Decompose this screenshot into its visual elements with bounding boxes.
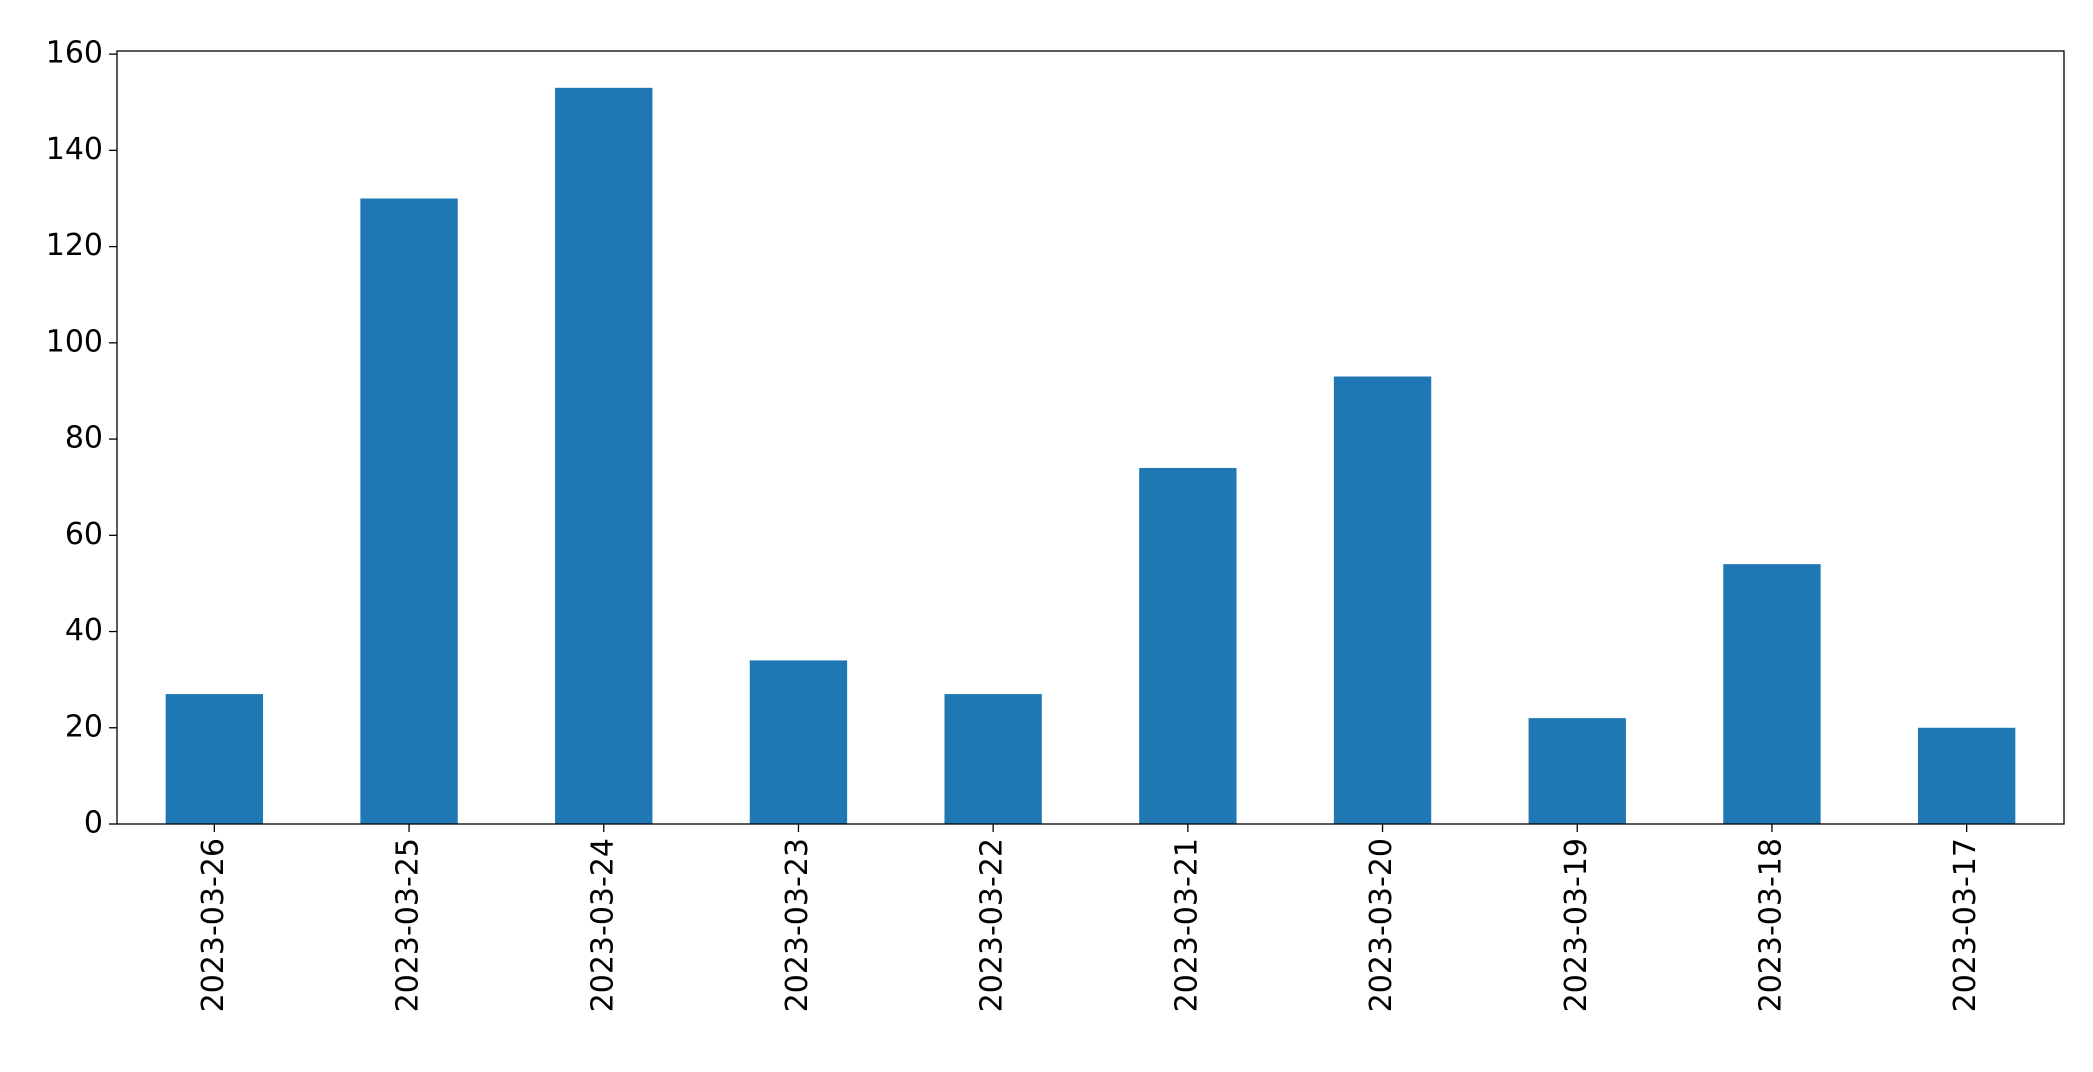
x-tick-label: 2023-03-21	[1169, 838, 1204, 1012]
bar	[749, 660, 848, 824]
x-tick-label: 2023-03-24	[585, 838, 620, 1012]
y-tick-label: 60	[65, 517, 103, 552]
y-tick-label: 140	[46, 132, 103, 167]
x-tick-label: 2023-03-18	[1753, 838, 1788, 1012]
bar	[944, 694, 1042, 824]
bar	[1917, 727, 2016, 824]
x-tick-label: 2023-03-17	[1948, 838, 1983, 1012]
x-tick-label: 2023-03-20	[1364, 838, 1399, 1012]
plot-frame	[116, 50, 2065, 825]
y-tick-label: 100	[46, 324, 103, 359]
y-tick-label: 80	[65, 421, 103, 456]
x-tick-label: 2023-03-25	[391, 838, 426, 1012]
bar	[1528, 718, 1626, 824]
y-tick-label: 0	[84, 806, 103, 841]
bar	[1723, 564, 1821, 824]
y-tick-label: 120	[46, 228, 103, 263]
y-tick-label: 20	[65, 709, 103, 744]
bar	[555, 87, 653, 825]
x-tick-label: 2023-03-19	[1559, 838, 1594, 1012]
x-tick-label: 2023-03-22	[975, 838, 1010, 1012]
bar	[165, 694, 264, 824]
bar	[1333, 376, 1432, 824]
y-tick-label: 160	[46, 36, 103, 71]
bar	[1139, 467, 1237, 824]
x-tick-label: 2023-03-26	[196, 838, 231, 1012]
bar	[360, 198, 458, 824]
y-tick-label: 40	[65, 613, 103, 648]
x-tick-label: 2023-03-23	[780, 838, 815, 1012]
